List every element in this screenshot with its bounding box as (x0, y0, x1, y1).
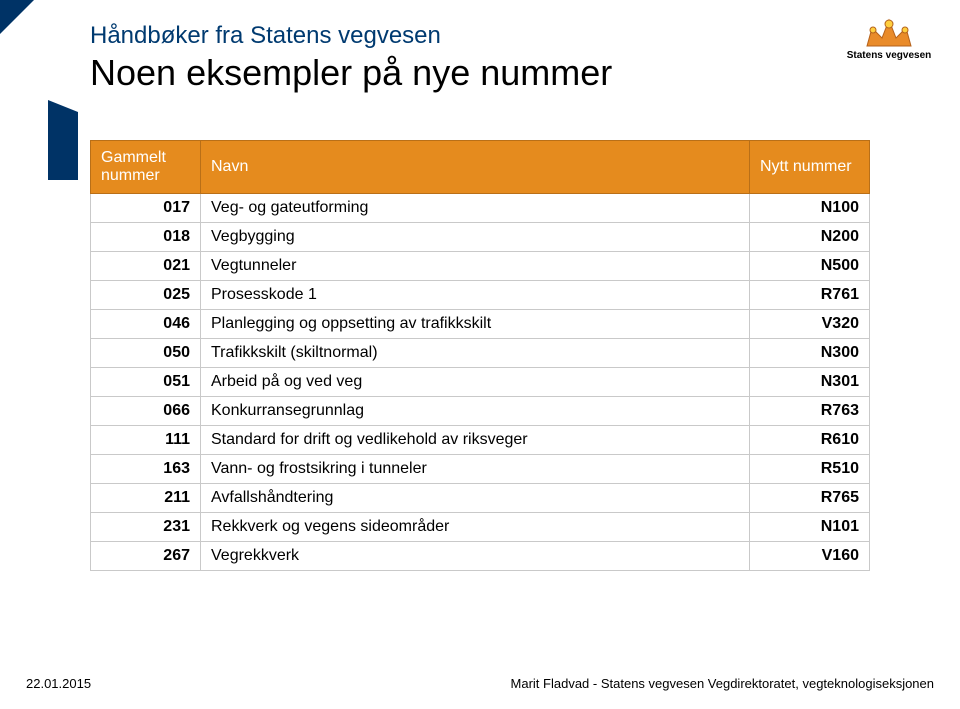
footer-author: Marit Fladvad - Statens vegvesen Vegdire… (511, 676, 934, 691)
logo-text: Statens vegvesen (844, 50, 934, 61)
cell-old-number: 046 (91, 310, 201, 339)
cell-name: Prosesskode 1 (201, 281, 750, 310)
col-header-old-number: Gammelt nummer (91, 141, 201, 194)
table-row: 046Planlegging og oppsetting av trafikks… (91, 310, 870, 339)
pre-title: Håndbøker fra Statens vegvesen (90, 22, 612, 50)
cell-old-number: 111 (91, 426, 201, 455)
cell-old-number: 066 (91, 397, 201, 426)
footer-date: 22.01.2015 (26, 676, 91, 691)
table-row: 211AvfallshåndteringR765 (91, 484, 870, 513)
page-title: Noen eksempler på nye nummer (90, 52, 612, 94)
cell-new-number: R510 (750, 455, 870, 484)
heading-block: Håndbøker fra Statens vegvesen Noen ekse… (90, 22, 612, 94)
table-row: 163Vann- og frostsikring i tunnelerR510 (91, 455, 870, 484)
table-row: 066KonkurransegrunnlagR763 (91, 397, 870, 426)
cell-name: Planlegging og oppsetting av trafikkskil… (201, 310, 750, 339)
slide: Statens vegvesen Håndbøker fra Statens v… (0, 0, 960, 709)
cell-new-number: N300 (750, 339, 870, 368)
cell-old-number: 021 (91, 252, 201, 281)
agency-logo: Statens vegvesen (844, 16, 934, 61)
col-header-new-number: Nytt nummer (750, 141, 870, 194)
table-row: 050Trafikkskilt (skiltnormal)N300 (91, 339, 870, 368)
cell-old-number: 017 (91, 194, 201, 223)
cell-old-number: 050 (91, 339, 201, 368)
table-header-row: Gammelt nummer Navn Nytt nummer (91, 141, 870, 194)
cell-new-number: R765 (750, 484, 870, 513)
table-row: 021VegtunnelerN500 (91, 252, 870, 281)
cell-name: Veg- og gateutforming (201, 194, 750, 223)
cell-old-number: 211 (91, 484, 201, 513)
table-row: 231Rekkverk og vegens sideområderN101 (91, 513, 870, 542)
table-row: 017Veg- og gateutformingN100 (91, 194, 870, 223)
cell-new-number: N100 (750, 194, 870, 223)
cell-new-number: N301 (750, 368, 870, 397)
corner-triangle (0, 0, 34, 34)
cell-name: Avfallshåndtering (201, 484, 750, 513)
cell-name: Arbeid på og ved veg (201, 368, 750, 397)
table-row: 025Prosesskode 1R761 (91, 281, 870, 310)
cell-new-number: R761 (750, 281, 870, 310)
cell-old-number: 267 (91, 542, 201, 571)
cell-old-number: 051 (91, 368, 201, 397)
crown-icon (862, 16, 916, 48)
cell-new-number: N500 (750, 252, 870, 281)
cell-name: Vegtunneler (201, 252, 750, 281)
cell-name: Standard for drift og vedlikehold av rik… (201, 426, 750, 455)
side-wedge (48, 100, 78, 180)
table-row: 111Standard for drift og vedlikehold av … (91, 426, 870, 455)
cell-name: Vegrekkverk (201, 542, 750, 571)
cell-old-number: 163 (91, 455, 201, 484)
footer: 22.01.2015 Marit Fladvad - Statens vegve… (0, 669, 960, 691)
cell-name: Rekkverk og vegens sideområder (201, 513, 750, 542)
cell-old-number: 018 (91, 223, 201, 252)
table-row: 051Arbeid på og ved vegN301 (91, 368, 870, 397)
cell-new-number: R763 (750, 397, 870, 426)
cell-name: Konkurransegrunnlag (201, 397, 750, 426)
cell-name: Vegbygging (201, 223, 750, 252)
cell-new-number: N200 (750, 223, 870, 252)
table-row: 018VegbyggingN200 (91, 223, 870, 252)
cell-new-number: R610 (750, 426, 870, 455)
cell-name: Vann- og frostsikring i tunneler (201, 455, 750, 484)
table-row: 267VegrekkverkV160 (91, 542, 870, 571)
cell-new-number: V160 (750, 542, 870, 571)
col-header-name: Navn (201, 141, 750, 194)
cell-new-number: V320 (750, 310, 870, 339)
cell-old-number: 231 (91, 513, 201, 542)
cell-old-number: 025 (91, 281, 201, 310)
cell-new-number: N101 (750, 513, 870, 542)
examples-table: Gammelt nummer Navn Nytt nummer 017Veg- … (90, 140, 870, 571)
cell-name: Trafikkskilt (skiltnormal) (201, 339, 750, 368)
